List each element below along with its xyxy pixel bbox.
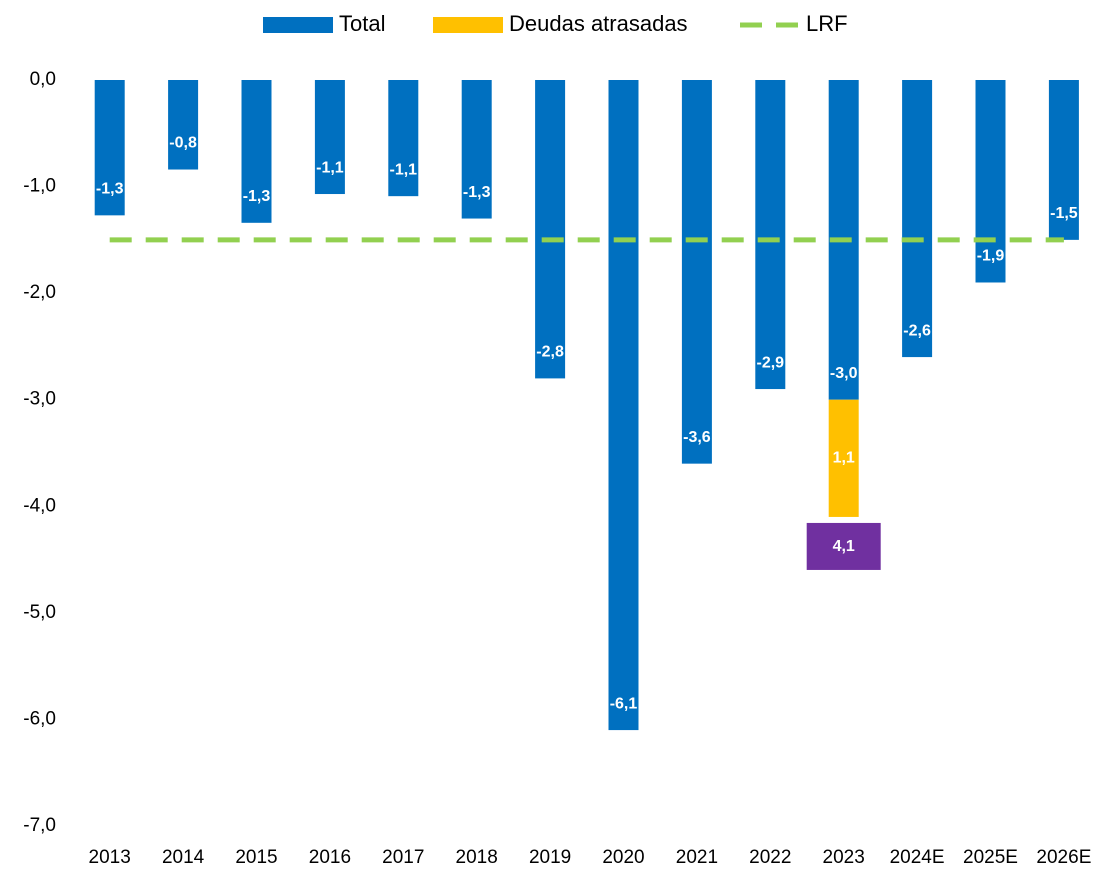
data-label: -1,9 <box>977 248 1005 265</box>
bar <box>314 80 345 195</box>
bar <box>535 80 566 379</box>
y-tick-label: -2,0 <box>23 282 56 303</box>
x-tick-label: 2021 <box>676 847 718 868</box>
bar <box>241 80 272 223</box>
data-label: -6,1 <box>610 695 638 712</box>
data-label: -1,1 <box>390 161 418 178</box>
x-tick-label: 2020 <box>602 847 644 868</box>
bar <box>461 80 492 219</box>
x-tick-label: 2026E <box>1036 847 1091 868</box>
bar <box>608 80 639 731</box>
bar <box>168 80 199 170</box>
y-tick-label: -7,0 <box>23 815 56 836</box>
bar <box>975 80 1006 283</box>
legend-label: Total <box>339 11 385 36</box>
legend-label: LRF <box>806 11 848 36</box>
x-tick-label: 2018 <box>456 847 498 868</box>
y-tick-label: -3,0 <box>23 389 56 410</box>
data-label: -1,5 <box>1050 205 1078 222</box>
bar <box>94 80 125 216</box>
bar <box>681 80 712 464</box>
y-tick-label: -1,0 <box>23 176 56 197</box>
x-tick-label: 2019 <box>529 847 571 868</box>
x-tick-label: 2015 <box>235 847 277 868</box>
x-tick-label: 2014 <box>162 847 205 868</box>
data-label: -1,3 <box>243 188 271 205</box>
bar <box>388 80 419 197</box>
y-tick-label: 0,0 <box>30 69 56 90</box>
data-label: -2,8 <box>536 344 564 361</box>
x-tick-label: 2016 <box>309 847 351 868</box>
x-tick-label: 2017 <box>382 847 424 868</box>
legend-swatch <box>433 17 503 33</box>
data-label: -1,1 <box>316 159 344 176</box>
data-label: -1,3 <box>96 181 124 198</box>
legend-swatch <box>263 17 333 33</box>
bar <box>755 80 786 390</box>
data-label: -0,8 <box>169 135 197 152</box>
y-tick-label: -4,0 <box>23 495 56 516</box>
data-label: -3,0 <box>830 365 858 382</box>
data-label: -2,9 <box>757 354 785 371</box>
data-label: 1,1 <box>833 450 855 467</box>
annotation: 4,1 <box>833 538 855 555</box>
y-tick-label: -6,0 <box>23 708 56 729</box>
y-tick-label: -5,0 <box>23 602 56 623</box>
x-tick-label: 2022 <box>749 847 791 868</box>
x-tick-label: 2025E <box>963 847 1018 868</box>
x-tick-label: 2024E <box>890 847 945 868</box>
x-tick-label: 2023 <box>823 847 865 868</box>
bar <box>1048 80 1079 240</box>
data-label: -3,6 <box>683 429 711 446</box>
data-label: -2,6 <box>903 322 931 339</box>
x-tick-label: 2013 <box>89 847 131 868</box>
data-label: -1,3 <box>463 184 491 201</box>
annotation-box <box>806 522 881 570</box>
legend-label: Deudas atrasadas <box>509 11 688 36</box>
bar <box>902 80 933 358</box>
bar <box>828 399 859 517</box>
